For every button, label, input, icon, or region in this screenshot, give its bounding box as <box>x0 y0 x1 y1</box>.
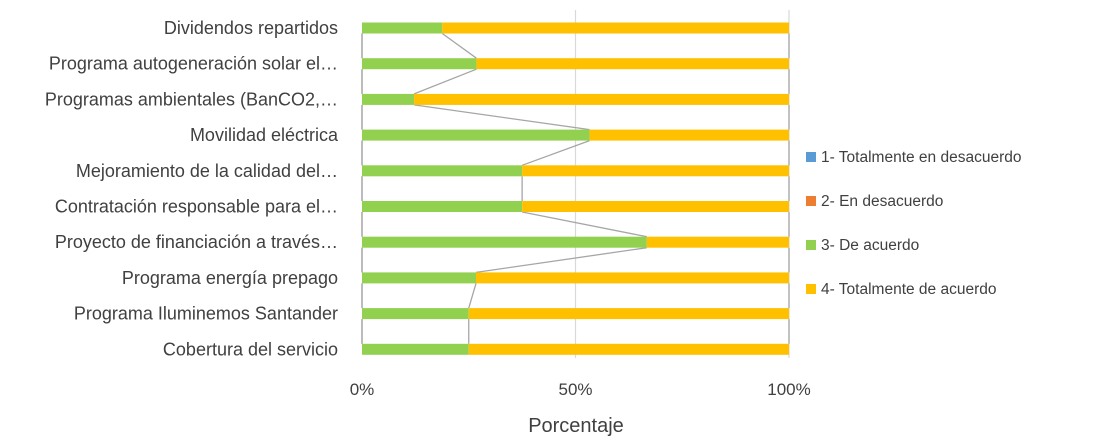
bar-segment <box>476 58 789 70</box>
category-label: Programa autogeneración solar el… <box>49 54 338 74</box>
category-label: Contratación responsable para el… <box>55 197 338 217</box>
category-label: Cobertura del servicio <box>163 339 338 359</box>
category-label: Mejoramiento de la calidad del… <box>76 161 338 181</box>
series-lines <box>361 32 790 344</box>
bar-segment <box>362 129 590 141</box>
bar-segment <box>362 236 647 248</box>
series-line <box>521 139 590 166</box>
bar-segment <box>442 22 789 34</box>
legend-label: 1- Totalmente en desacuerdo <box>821 149 1022 166</box>
bar-segment <box>522 165 789 177</box>
series-line <box>441 32 477 59</box>
legend-swatch <box>806 196 816 206</box>
series-line <box>413 68 477 95</box>
category-label: Programa energía prepago <box>122 268 338 288</box>
series-line <box>475 247 647 274</box>
bar-segment <box>522 201 789 212</box>
legend-swatch <box>806 240 816 250</box>
legend-label: 3- De acuerdo <box>821 237 919 254</box>
category-label: Programa Iluminemos Santander <box>74 304 338 324</box>
bar-segment <box>362 165 523 177</box>
bar-segment <box>362 93 415 105</box>
legend-swatch <box>806 152 816 162</box>
bar-segment <box>589 129 789 141</box>
x-axis-title: Porcentaje <box>528 415 624 437</box>
category-label: Programas ambientales (BanCO2,… <box>45 89 338 109</box>
series-line <box>468 283 477 309</box>
series-line <box>414 104 590 131</box>
legend: 1- Totalmente en desacuerdo 2- En desacue… <box>806 149 1022 298</box>
legend-label: 2- En desacuerdo <box>821 193 943 210</box>
bar-segment <box>476 272 789 284</box>
x-tick-label: 100% <box>767 380 810 399</box>
bar-segment <box>468 308 789 320</box>
category-label: Proyecto de financiación a través… <box>55 232 338 252</box>
x-tick-label: 0% <box>350 380 375 399</box>
legend-swatch <box>806 284 816 294</box>
series-line <box>521 211 647 238</box>
category-labels: Dividendos repartidos Programa autogenera… <box>45 18 339 359</box>
bars <box>362 22 789 355</box>
category-label: Dividendos repartidos <box>164 18 338 38</box>
legend-label: 4- Totalmente de acuerdo <box>821 281 997 298</box>
bar-segment <box>362 201 523 212</box>
category-label: Movilidad eléctrica <box>190 125 339 145</box>
bar-segment <box>362 343 469 355</box>
bar-segment <box>414 93 789 105</box>
bar-segment <box>468 343 789 355</box>
x-tick-label: 50% <box>558 380 592 399</box>
bar-segment <box>362 308 469 320</box>
bar-segment <box>362 272 477 284</box>
x-tick-labels: 0% 50% 100% <box>350 380 811 399</box>
bar-segment <box>362 58 477 70</box>
bar-segment <box>646 236 789 248</box>
bar-segment <box>362 22 443 34</box>
